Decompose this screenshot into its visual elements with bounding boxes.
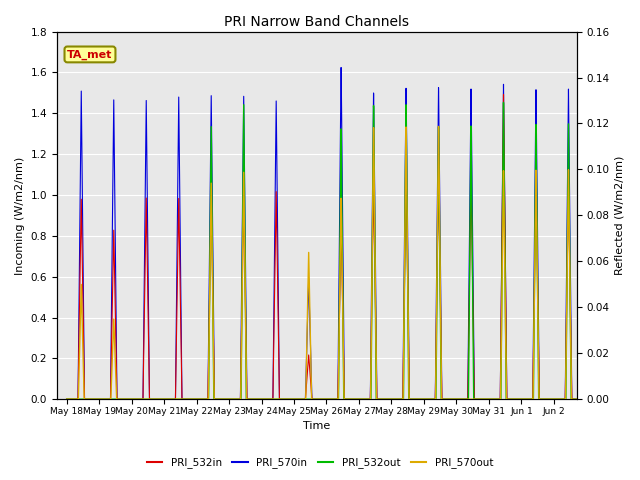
Title: PRI Narrow Band Channels: PRI Narrow Band Channels: [224, 15, 409, 29]
Y-axis label: Incoming (W/m2/nm): Incoming (W/m2/nm): [15, 156, 25, 275]
Y-axis label: Reflected (W/m2/nm): Reflected (W/m2/nm): [615, 156, 625, 275]
Text: TA_met: TA_met: [67, 49, 113, 60]
Legend: PRI_532in, PRI_570in, PRI_532out, PRI_570out: PRI_532in, PRI_570in, PRI_532out, PRI_57…: [143, 453, 497, 472]
X-axis label: Time: Time: [303, 421, 330, 432]
